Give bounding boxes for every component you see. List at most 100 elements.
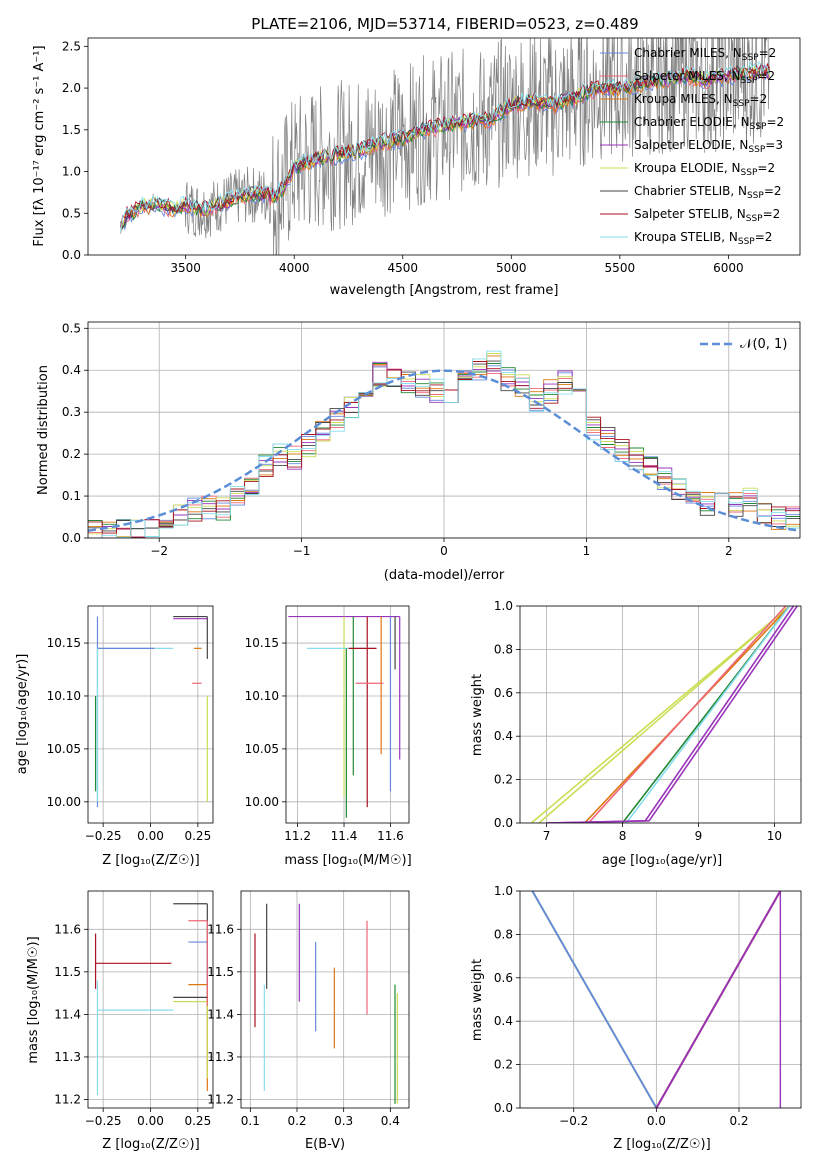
residual-histogram <box>88 350 800 538</box>
cumulative-age-line <box>538 606 791 823</box>
x-tick-label: 6000 <box>713 261 744 275</box>
x-tick-label: 5000 <box>496 261 527 275</box>
y-tick-label: 0.0 <box>494 816 513 830</box>
x-tick-label: 2 <box>725 544 733 558</box>
y-tick-label: 11.2 <box>54 1092 81 1106</box>
y-tick-label: 0.5 <box>62 321 81 335</box>
spectrum-legend: Chabrier MILES, NSSP=2 Salpeter MILES, NS… <box>600 46 784 247</box>
x-tick-label: 0.0 <box>647 1114 666 1128</box>
y-tick-label: 1.0 <box>494 884 513 898</box>
mass-z-y-label: mass [log₁₀(M/M☉)] <box>26 936 41 1063</box>
residual-y-label: Normed distribution <box>36 365 51 495</box>
x-tick-label: 0.00 <box>137 829 164 843</box>
x-tick-label: 0.4 <box>381 1114 400 1128</box>
age-z-panel: −0.25 0.00 0.25 10.00 10.05 10.10 10.15 <box>47 605 214 843</box>
y-tick-label: 10.15 <box>245 636 279 650</box>
cumulative-age-line <box>625 606 791 823</box>
age-z-y-label: age [log₁₀(age/yr)] <box>15 654 30 775</box>
y-tick-label: 2.5 <box>62 39 81 53</box>
x-tick-label: 4500 <box>387 261 418 275</box>
spectrum-panel: 3500 4000 4500 5000 5500 6000 0.0 0.5 1.0 1.5 2.0 2… <box>62 37 801 275</box>
legend-entry: Salpeter MILES, NSSP=2 <box>634 69 775 86</box>
residual-legend-entry: 𝒩(0, 1) <box>740 337 787 352</box>
residual-panel: −2 −1 0 1 2 0.0 0.1 0.2 0.3 0.4 0.5 𝒩(0, 1) <box>62 321 801 558</box>
y-tick-label: 11.3 <box>54 1050 81 1064</box>
y-tick-label: 0.2 <box>62 447 81 461</box>
x-tick-label: 11.2 <box>284 829 311 843</box>
x-tick-label: 1 <box>583 544 591 558</box>
x-tick-label: 3500 <box>170 261 201 275</box>
y-tick-label: 10.10 <box>245 689 279 703</box>
age-mass-panel-plot-area <box>286 606 409 823</box>
x-tick-label: 10 <box>767 829 782 843</box>
y-tick-label: 0.2 <box>494 1058 513 1072</box>
age-mass-panel-frame <box>285 605 410 824</box>
y-tick-label: 0.4 <box>62 363 81 377</box>
y-tick-label: 10.05 <box>47 742 81 756</box>
mass-ebv-panel: 0.1 0.2 0.3 0.4 11.2 11.3 11.4 11.5 11.6 <box>207 890 410 1128</box>
y-tick-label: 11.2 <box>207 1092 234 1106</box>
x-tick-label: 11.4 <box>331 829 358 843</box>
x-tick-label: 0.2 <box>729 1114 748 1128</box>
y-tick-label: 0.5 <box>62 206 81 220</box>
mass-z-panel: −0.25 0.00 0.25 11.2 11.3 11.4 11.5 11.6 <box>54 890 214 1128</box>
y-tick-label: 0.1 <box>62 489 81 503</box>
spectrum-x-label: wavelength [Angstrom, rest frame] <box>330 283 559 298</box>
x-tick-label: 8 <box>619 829 627 843</box>
y-tick-label: 10.15 <box>47 636 81 650</box>
cumulative-z-panel-frame <box>519 890 802 1109</box>
age-z-panel-plot-area <box>88 606 213 823</box>
x-tick-label: 0.25 <box>184 1114 211 1128</box>
y-tick-label: 0.0 <box>62 248 81 262</box>
x-tick-label: 0.00 <box>137 1114 164 1128</box>
y-tick-label: 11.3 <box>207 1050 234 1064</box>
x-tick-label: 11.6 <box>377 829 404 843</box>
y-tick-label: 0.8 <box>494 927 513 941</box>
age-z-x-label: Z [log₁₀(Z/Z☉)] <box>102 853 199 868</box>
model-spectrum-line <box>120 63 771 228</box>
mass-ebv-x-label: E(B-V) <box>305 1137 345 1152</box>
cumulative-age-y-label: mass weight <box>470 674 485 756</box>
spectrum-panel-plot-area <box>120 38 771 255</box>
y-tick-label: 10.00 <box>245 795 279 809</box>
y-tick-label: 10.05 <box>245 742 279 756</box>
cumulative-age-line <box>530 606 791 823</box>
mass-z-x-label: Z [log₁₀(Z/Z☉)] <box>102 1137 199 1152</box>
spectrum-y-label: Flux [fλ 10⁻¹⁷ erg cm⁻² s⁻¹ A⁻¹] <box>32 45 47 246</box>
y-tick-label: 0.6 <box>494 971 513 985</box>
age-mass-x-label: mass [log₁₀(M/M☉)] <box>284 853 411 868</box>
x-tick-label: −0.25 <box>85 1114 122 1128</box>
cumulative-age-panel: 7 8 9 10 0.0 0.2 0.4 0.6 0.8 1.0 <box>494 599 802 843</box>
x-tick-label: 9 <box>695 829 703 843</box>
legend-entry: Salpeter ELODIE, NSSP=3 <box>634 138 783 155</box>
x-tick-label: −0.25 <box>85 829 122 843</box>
legend-entry: Salpeter STELIB, NSSP=2 <box>634 207 780 224</box>
y-tick-label: 11.6 <box>54 922 81 936</box>
legend-entry: Kroupa ELODIE, NSSP=2 <box>634 161 775 178</box>
cumulative-age-panel-frame <box>519 605 802 824</box>
x-tick-label: 7 <box>543 829 551 843</box>
y-tick-label: 11.6 <box>207 922 234 936</box>
y-tick-label: 11.4 <box>54 1007 81 1021</box>
y-tick-label: 0.4 <box>494 729 513 743</box>
cumulative-age-line <box>587 606 787 823</box>
cumulative-z-panel: −0.2 0.0 0.2 0.0 0.2 0.4 0.6 0.8 1.0 <box>494 884 802 1128</box>
y-tick-label: 11.4 <box>207 1007 234 1021</box>
y-tick-label: 0.2 <box>494 773 513 787</box>
y-tick-label: 11.5 <box>54 965 81 979</box>
mass-ebv-panel-plot-area <box>241 891 409 1108</box>
y-tick-label: 2.0 <box>62 81 81 95</box>
y-tick-label: 0.3 <box>62 405 81 419</box>
cumulative-age-x-label: age [log₁₀(age/yr)] <box>602 853 723 868</box>
age-mass-panel: 11.2 11.4 11.6 10.00 10.05 10.10 10.15 <box>245 605 410 843</box>
legend-entry: Kroupa STELIB, NSSP=2 <box>634 230 772 247</box>
y-tick-label: 0.4 <box>494 1014 513 1028</box>
x-tick-label: 0.2 <box>287 1114 306 1128</box>
y-tick-label: 1.5 <box>62 123 81 137</box>
x-tick-label: 0.3 <box>334 1114 353 1128</box>
x-tick-label: −1 <box>293 544 311 558</box>
chart-title: PLATE=2106, MJD=53714, FIBERID=0523, z=0… <box>251 15 638 33</box>
cumulative-age-panel-plot-area <box>520 606 801 823</box>
cumulative-z-y-label: mass weight <box>470 959 485 1041</box>
y-tick-label: 0.6 <box>494 686 513 700</box>
